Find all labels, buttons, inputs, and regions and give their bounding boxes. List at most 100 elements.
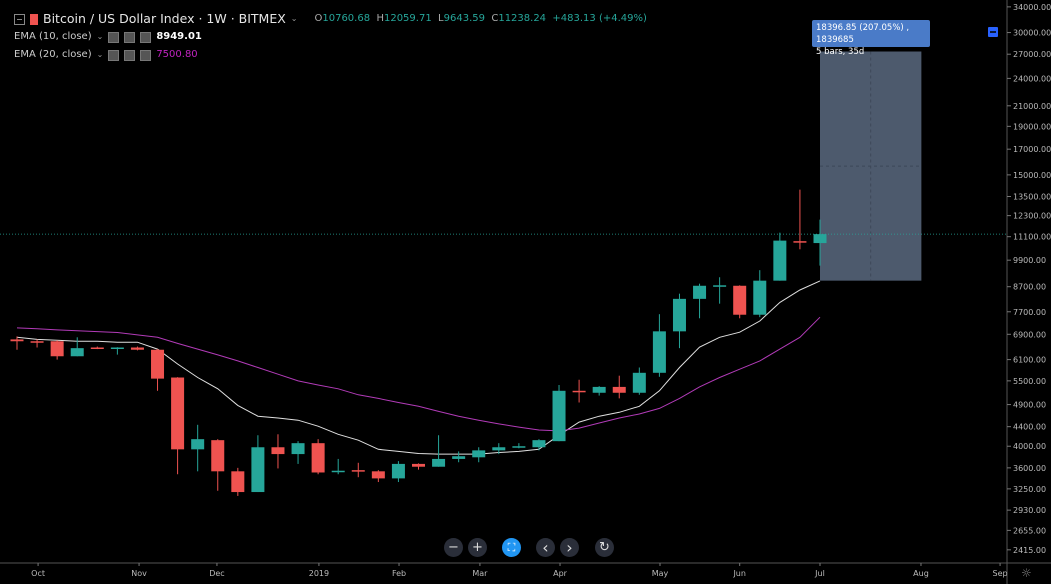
price-tick-label: 4000.00 (1013, 442, 1046, 451)
price-tick-label: 30000.00 (1013, 29, 1051, 38)
reset-zoom-button[interactable]: ⛶ (502, 538, 521, 557)
price-tick-label: 17000.00 (1013, 145, 1051, 154)
candle-up (191, 439, 205, 450)
candle-up (391, 463, 405, 479)
candle-up (532, 440, 546, 448)
zoom-in-button[interactable]: + (468, 538, 487, 557)
settings-gear-icon[interactable]: ☼ (1021, 566, 1032, 580)
candle-down (171, 377, 185, 450)
ema10-value: 8949.01 (156, 31, 202, 42)
candle-down (733, 285, 747, 315)
zoom-out-button[interactable]: − (444, 538, 463, 557)
price-tick-label: 15000.00 (1013, 171, 1051, 180)
price-tick-label: 21000.00 (1013, 102, 1051, 111)
candle-down (351, 470, 365, 472)
candle-down (130, 347, 144, 350)
candle-up (592, 386, 606, 393)
candle-down (30, 341, 44, 343)
price-tick-label: 3600.00 (1013, 464, 1046, 473)
scroll-back-button[interactable]: ‹ (536, 538, 555, 557)
price-tick-label: 2655.00 (1013, 526, 1046, 535)
time-tick-label: Dec (209, 569, 224, 578)
candle-up (632, 372, 646, 393)
candle-down (371, 471, 385, 479)
candle-down (151, 349, 165, 379)
candle-up (512, 446, 526, 448)
candle-up (813, 234, 827, 244)
chevron-down-icon[interactable]: ⌄ (96, 32, 104, 41)
price-tick-label: 4400.00 (1013, 423, 1046, 432)
reset-chart-button[interactable]: ↻ (595, 538, 614, 557)
candle-up (672, 298, 686, 332)
price-tick-label: 9900.00 (1013, 256, 1046, 265)
candle-down (10, 339, 24, 342)
price-tick-label: 11100.00 (1013, 233, 1051, 242)
collapse-legend-icon[interactable] (14, 13, 25, 25)
chevron-down-icon[interactable]: ⌄ (96, 50, 104, 59)
candle-up (331, 470, 345, 473)
price-tick-label: 8700.00 (1013, 283, 1046, 292)
time-tick-label: Sep (993, 569, 1008, 578)
candle-down (412, 463, 425, 467)
time-tick-label: Jul (814, 569, 825, 578)
ema20-line (16, 316, 821, 432)
ema10-label[interactable]: EMA (10, close) (14, 31, 92, 42)
candle-down (90, 347, 104, 350)
measure-bars-duration: 5 bars, 35d (816, 47, 865, 57)
candle-up (552, 390, 566, 442)
price-tick-label: 13500.00 (1013, 193, 1051, 202)
candle-up (291, 443, 305, 455)
price-tick-label: 24000.00 (1013, 74, 1051, 83)
close-icon[interactable] (140, 49, 152, 61)
candle-up (472, 450, 486, 458)
candle-up (70, 348, 84, 357)
candle-up (492, 447, 506, 451)
close-icon[interactable] (140, 31, 152, 43)
time-tick-label: May (652, 569, 669, 578)
chart-legend: Bitcoin / US Dollar Index · 1W · BITMEX … (14, 10, 647, 64)
time-tick-label: Mar (472, 569, 488, 578)
eye-icon[interactable] (108, 31, 120, 43)
ema10-line (16, 280, 821, 455)
candle-up (251, 447, 265, 493)
price-tick-label: 4900.00 (1013, 401, 1046, 410)
chevron-down-icon[interactable]: ⌄ (290, 14, 298, 23)
symbol-title[interactable]: Bitcoin / US Dollar Index · 1W · BITMEX (43, 11, 286, 26)
price-tick-label: 5500.00 (1013, 377, 1046, 386)
candle-up (652, 331, 666, 373)
time-tick-label: Feb (392, 569, 406, 578)
price-tick-label: 2930.00 (1013, 506, 1046, 515)
price-tick-label: 3250.00 (1013, 485, 1046, 494)
candle-down (271, 447, 285, 455)
candle-down (211, 440, 225, 472)
measure-price-change: 18396.85 (207.05%) , 1839685 (816, 23, 910, 45)
settings-icon[interactable] (124, 49, 136, 61)
change-value: +483.13 (+4.49%) (552, 13, 647, 24)
time-tick-label: Apr (553, 569, 568, 578)
candle-up (773, 240, 787, 281)
candle-up (713, 285, 727, 287)
price-tick-label: 6100.00 (1013, 356, 1046, 365)
time-tick-label: Nov (131, 569, 147, 578)
ema20-value: 7500.80 (156, 49, 198, 60)
candle-down (793, 241, 807, 243)
scroll-forward-button[interactable]: › (560, 538, 579, 557)
candle-down (231, 471, 245, 493)
save-icon[interactable] (988, 27, 998, 37)
time-tick-label: Aug (913, 569, 929, 578)
price-tick-label: 2415.00 (1013, 546, 1046, 555)
candle-down (612, 386, 626, 393)
time-tick-label: 2019 (309, 569, 329, 578)
ohlc-values: O10760.68 H12059.71 L9643.59 C11238.24 +… (314, 13, 647, 24)
eye-icon[interactable] (108, 49, 120, 61)
price-tick-label: 12300.00 (1013, 212, 1051, 221)
candle-up (452, 456, 466, 459)
bitmex-logo-icon (30, 13, 38, 25)
price-tick-label: 7700.00 (1013, 308, 1046, 317)
settings-icon[interactable] (124, 31, 136, 43)
candle-up (432, 458, 446, 467)
candle-up (693, 285, 707, 299)
ema20-label[interactable]: EMA (20, close) (14, 49, 92, 60)
price-tick-label: 19000.00 (1013, 122, 1051, 131)
